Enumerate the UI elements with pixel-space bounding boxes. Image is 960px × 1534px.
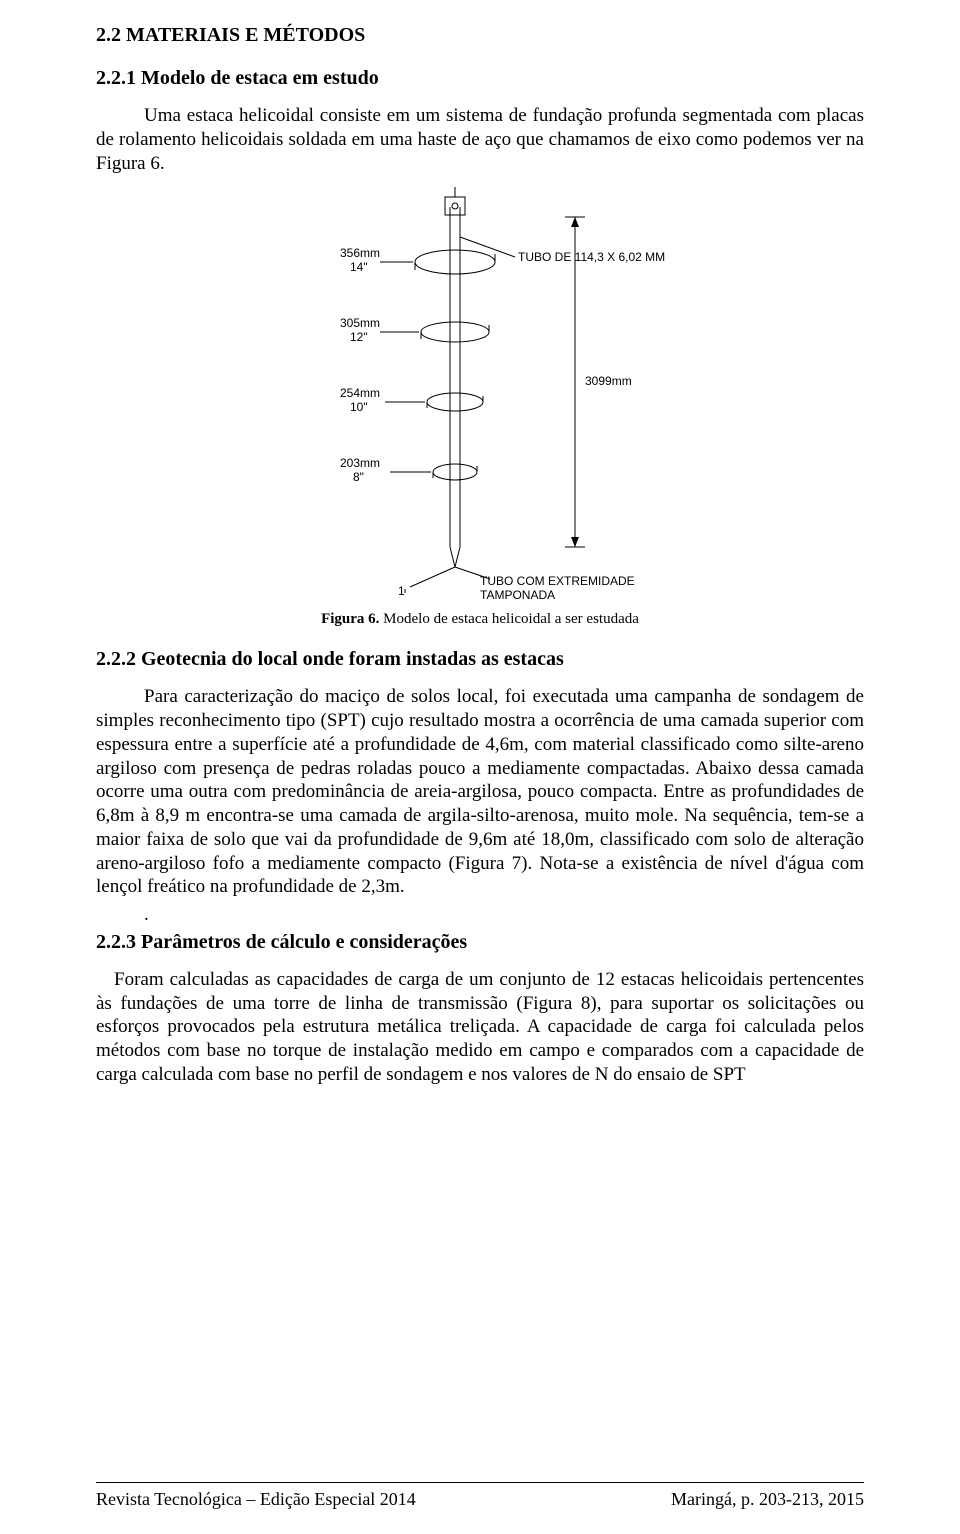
tip-1: 1 <box>398 584 405 598</box>
dot-line: . <box>96 903 864 927</box>
figure-6-svg: 356mm 14" 305mm 12" 254mm 10" 203mm 8" <box>290 187 670 607</box>
tip-text-b: TAMPONADA <box>480 588 555 602</box>
figure-6-caption-label: Figura 6. <box>321 611 379 627</box>
figure-6: 356mm 14" 305mm 12" 254mm 10" 203mm 8" <box>96 187 864 607</box>
page-footer: Revista Tecnológica – Edição Especial 20… <box>96 1482 864 1510</box>
paragraph-2: Para caracterização do maciço de solos l… <box>96 685 864 899</box>
plate4-in: 8" <box>353 470 364 484</box>
subsection-223: 2.2.3 Parâmetros de cálculo e consideraç… <box>96 931 864 954</box>
subsection-222: 2.2.2 Geotecnia do local onde foram inst… <box>96 648 864 671</box>
plate2-in: 12" <box>350 330 368 344</box>
plate4-mm: 203mm <box>340 456 380 470</box>
plate3-mm: 254mm <box>340 386 380 400</box>
subsection-221: 2.2.1 Modelo de estaca em estudo <box>96 67 864 90</box>
footer-right: Maringá, p. 203-213, 2015 <box>671 1489 864 1510</box>
total-len: 3099mm <box>585 374 632 388</box>
tube-label: TUBO DE 114,3 X 6,02 MM <box>518 250 665 264</box>
plate3-in: 10" <box>350 400 368 414</box>
plate1-in: 14" <box>350 260 368 274</box>
plate2-mm: 305mm <box>340 316 380 330</box>
plate1-mm: 356mm <box>340 246 380 260</box>
figure-6-caption: Figura 6. Modelo de estaca helicoidal a … <box>96 611 864 628</box>
figure-6-caption-text: Modelo de estaca helicoidal a ser estuda… <box>379 611 638 627</box>
paragraph-1: Uma estaca helicoidal consiste em um sis… <box>96 104 864 175</box>
footer-left: Revista Tecnológica – Edição Especial 20… <box>96 1489 416 1510</box>
paragraph-3: Foram calculadas as capacidades de carga… <box>96 968 864 1087</box>
tip-text-a: TUBO COM EXTREMIDADE <box>480 574 635 588</box>
section-heading: 2.2 MATERIAIS E MÉTODOS <box>96 24 864 47</box>
